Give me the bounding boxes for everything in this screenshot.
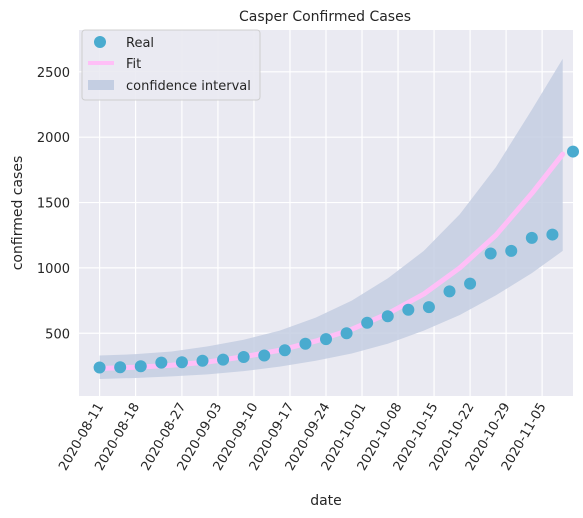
y-tick-label: 2000 <box>37 131 70 146</box>
real-point <box>464 277 477 290</box>
legend-real-label: Real <box>126 36 154 51</box>
real-point <box>422 301 435 314</box>
chart-title: Casper Confirmed Cases <box>239 9 411 25</box>
legend: Real Fit confidence interval <box>81 29 261 101</box>
real-point <box>320 333 332 346</box>
real-point <box>155 356 168 369</box>
real-point <box>93 361 106 374</box>
legend-real-marker <box>94 36 106 48</box>
real-points-layer <box>93 145 579 374</box>
y-tick-label: 1500 <box>37 197 70 212</box>
legend-band-label: confidence interval <box>126 79 251 94</box>
real-point <box>217 353 230 366</box>
confidence-band-layer <box>99 58 563 380</box>
y-tick-labels: 500 1000 1500 2000 2500 <box>37 66 70 342</box>
real-point <box>196 354 209 367</box>
real-point <box>402 303 415 316</box>
real-point <box>525 231 538 244</box>
y-tick-label: 500 <box>45 327 70 342</box>
real-point <box>567 145 579 158</box>
real-point <box>505 244 518 257</box>
real-point <box>299 337 312 350</box>
x-tick-labels: 2020-08-112020-08-182020-08-272020-09-03… <box>56 401 549 474</box>
real-point <box>175 356 188 369</box>
real-point <box>484 247 497 260</box>
real-point <box>381 310 394 323</box>
real-point <box>340 327 353 340</box>
y-tick-label: 2500 <box>37 66 70 81</box>
real-point <box>361 316 374 329</box>
real-point <box>237 351 250 364</box>
x-axis-label: date <box>310 493 342 509</box>
confidence-band <box>99 58 563 380</box>
real-point <box>114 361 127 374</box>
legend-frame <box>81 29 261 101</box>
real-point <box>443 285 456 298</box>
real-point <box>546 228 559 241</box>
legend-fit-label: Fit <box>126 57 141 72</box>
real-point <box>258 349 271 362</box>
y-tick-label: 1000 <box>37 262 70 277</box>
legend-band-marker <box>88 80 114 90</box>
real-point <box>278 344 291 357</box>
y-axis-label: confirmed cases <box>10 156 26 271</box>
real-point <box>134 360 147 373</box>
